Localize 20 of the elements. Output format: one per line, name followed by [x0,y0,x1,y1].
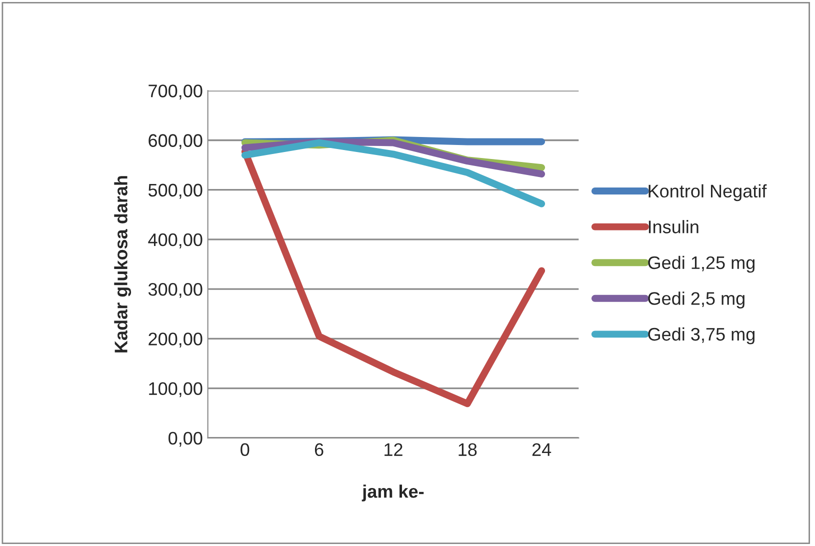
x-axis-title: jam ke- [362,484,424,502]
x-tick-label: 18 [458,443,477,456]
x-tick-label: 6 [314,443,324,456]
legend-label: Insulin [648,220,698,234]
y-axis-title: Kadar glukosa darah [114,176,132,352]
y-tick-label: 500,00 [148,184,202,199]
legend-label: Kontrol Negatif [648,184,767,202]
y-tick-label: 100,00 [149,382,202,398]
y-tick-label: 700,00 [148,84,202,100]
y-tick-label: 300,00 [148,283,202,298]
y-tick-label: 600,00 [148,134,202,150]
y-tick-label: 400,00 [148,233,202,248]
x-tick-label: 12 [384,443,402,456]
legend-label: Gedi 3,75 mg [648,327,754,344]
legend-label: Gedi 1,25 mg [648,256,754,273]
x-tick-label: 24 [532,443,552,456]
y-tick-label: 0,00 [168,432,202,447]
legend-label: Gedi 2,5 mg [648,292,744,308]
x-tick-label: 0 [240,443,250,456]
y-tick-label: 200,00 [148,332,202,348]
